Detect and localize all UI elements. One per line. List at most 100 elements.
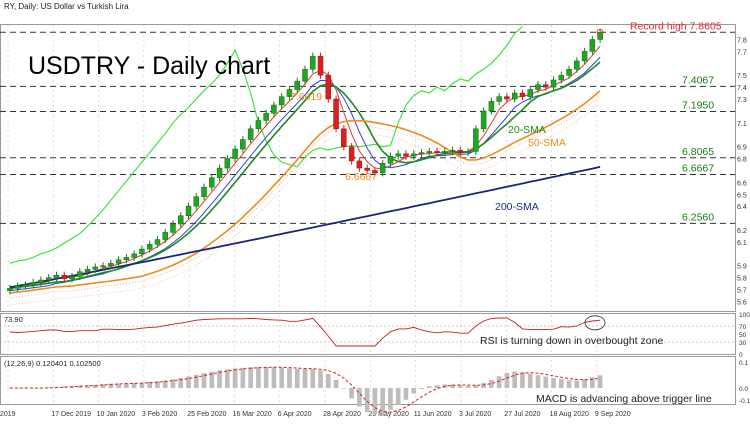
macd-histogram-bar: [131, 383, 137, 388]
candle-body: [457, 149, 464, 153]
candlesticks: [7, 28, 603, 295]
macd-histogram-bar: [481, 383, 486, 388]
macd-value-label: (12,26,9) 0.120401 0.102500: [4, 359, 101, 368]
macd-histogram-bar: [139, 382, 145, 388]
macd-histogram-bar: [100, 384, 106, 388]
chart-labels: Record high 7.8605 7.4067 7.1950 6.8065 6.66…: [290, 20, 722, 223]
candle-body: [511, 92, 518, 100]
candle-body: [302, 69, 308, 82]
macd-tick-label: -0.1: [739, 398, 750, 405]
macd-histogram-bar: [426, 386, 432, 388]
candle-body: [263, 113, 269, 121]
candle-body: [574, 60, 580, 70]
macd-histogram-bar: [411, 388, 417, 394]
candle-body: [115, 259, 122, 264]
rsi-pane: 73.90 RSI is turning down in overbought z…: [0, 312, 750, 359]
x-tick-label: 3 Feb 2020: [142, 411, 178, 418]
macd-histogram-bar: [287, 368, 292, 388]
macd-histogram-bar: [465, 386, 471, 388]
candle-body: [185, 205, 192, 216]
macd-histogram-bar: [232, 368, 238, 388]
price-level-label: 6.2560: [682, 211, 714, 223]
y-tick-label: 6.6: [737, 180, 747, 187]
macd-histogram-bar: [333, 380, 339, 388]
candle-body: [356, 160, 363, 169]
candle-body: [139, 248, 145, 255]
macd-histogram-bar: [256, 367, 261, 388]
price-level-label: 7.1950: [682, 100, 714, 112]
candle-body: [379, 163, 386, 174]
macd-histogram-bar: [574, 380, 580, 388]
price-level-label: 7.4067: [682, 74, 714, 86]
candle-body: [170, 223, 176, 233]
macd-histogram-bar: [566, 380, 572, 388]
macd-histogram-bar: [364, 388, 370, 413]
record-high-marker: [596, 28, 604, 36]
macd-histogram-bar: [92, 384, 98, 388]
macd-histogram-bar: [302, 369, 308, 388]
candle-body: [488, 101, 495, 112]
candle-body: [131, 253, 137, 258]
sma-50-label: 50-SMA: [528, 137, 566, 149]
macd-histogram-bar: [590, 377, 595, 388]
macd-histogram-bar: [155, 381, 160, 388]
candle-body: [286, 89, 293, 97]
candle-body: [310, 55, 316, 70]
y-tick-label: 5.7: [737, 288, 747, 295]
macd-histogram-bar: [263, 367, 269, 388]
x-tick-label: 17 Dec 2019: [51, 411, 91, 418]
sma-20-label: 20-SMA: [508, 124, 546, 136]
y-tick-label: 6.4: [737, 204, 747, 211]
candle-body: [53, 275, 60, 278]
price-level-label: 6.8065: [682, 146, 714, 158]
trough-annotation: 6.6667: [345, 171, 377, 183]
macd-histogram-bar: [434, 385, 440, 388]
sma-200-label: 200-SMA: [495, 201, 539, 213]
candle-body: [38, 279, 44, 283]
candle-body: [216, 167, 223, 178]
candle-body: [333, 98, 339, 130]
x-tick-label: 25 Feb 2020: [187, 411, 226, 418]
rsi-tick-label: 100: [739, 312, 750, 319]
rsi-pane-border: [0, 313, 736, 355]
candle-body: [364, 167, 370, 171]
rsi-value-label: 73.90: [4, 315, 23, 324]
macd-histogram-bar: [372, 388, 378, 414]
price-level-lines: [0, 31, 735, 224]
candle-body: [410, 153, 417, 157]
candle-body: [496, 96, 502, 102]
candle-body: [566, 69, 572, 76]
y-tick-label: 7.3: [737, 97, 747, 104]
macd-histogram-bar: [201, 373, 207, 388]
macd-histogram-bar: [395, 388, 401, 406]
macd-histogram-bar: [46, 387, 52, 389]
y-tick-label: 5.6: [737, 299, 747, 306]
candle-body: [473, 128, 479, 152]
candle-body: [209, 177, 215, 188]
y-axis: 7.8 7.7 7.5 7.4 7.3 7.1 6.9 6.8 6.6 6.5 6.4 6.2 6.1 5…: [737, 37, 747, 306]
candle-body: [162, 232, 168, 240]
candle-body: [69, 276, 75, 280]
candle-body: [434, 151, 440, 153]
macd-histogram-bar: [349, 388, 354, 399]
candle-body: [372, 170, 378, 174]
macd-histogram-bar: [388, 388, 393, 410]
candle-body: [7, 288, 13, 292]
chart-title: USDTRY - Daily chart: [28, 52, 270, 80]
macd-histogram-bar: [7, 388, 13, 389]
candle-body: [154, 239, 161, 245]
x-tick-label: 10 Jan 2020: [97, 411, 136, 418]
candle-body: [449, 149, 456, 152]
candle-body: [558, 74, 565, 81]
y-tick-label: 6.2: [737, 228, 747, 235]
x-tick-label: 3 Jul 2020: [459, 411, 491, 418]
candle-body: [240, 139, 246, 150]
candle-body: [61, 275, 67, 280]
cloud-layer: [9, 95, 601, 306]
candle-body: [108, 263, 114, 266]
macd-histogram-bar: [582, 379, 587, 388]
macd-histogram-bar: [341, 388, 347, 389]
macd-histogram-bar: [496, 376, 502, 388]
macd-histogram-bar: [193, 374, 199, 388]
